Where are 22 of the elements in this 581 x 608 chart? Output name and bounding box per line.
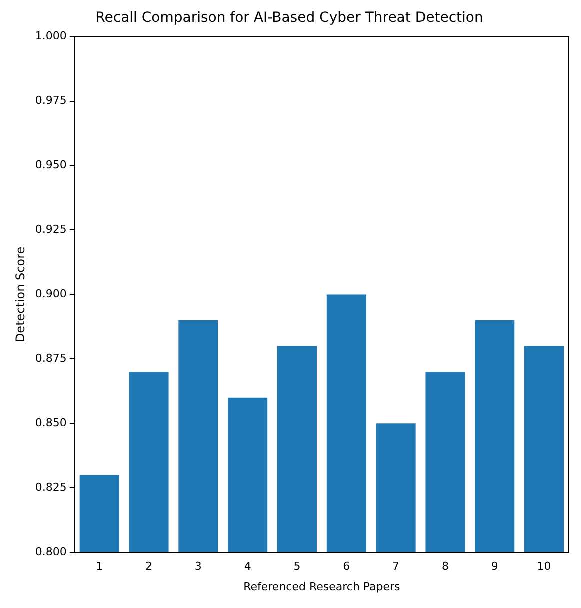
chart-title: Recall Comparison for AI-Based Cyber Threat Detection: [96, 10, 484, 26]
x-tick-label: 4: [244, 560, 252, 574]
x-tick-label: 7: [392, 560, 400, 574]
y-axis-title: Detection Score: [13, 246, 28, 343]
x-tick-label: 3: [194, 560, 202, 574]
y-tick-label: 0.850: [35, 416, 67, 430]
x-tick-label: 10: [537, 560, 552, 574]
y-tick-label: 0.825: [35, 480, 67, 494]
y-tick-label: 0.900: [35, 288, 67, 301]
x-axis-title: Referenced Research Papers: [244, 580, 401, 594]
y-tick-label: 1.000: [35, 30, 67, 43]
x-tick-label: 5: [294, 560, 301, 574]
y-tick-label: 0.950: [35, 158, 67, 172]
x-tick-label: 2: [146, 560, 153, 574]
x-tick-label: 9: [491, 560, 498, 574]
x-tick-label: 8: [442, 560, 449, 574]
y-tick-label: 0.925: [35, 223, 67, 236]
y-tick-label: 0.875: [35, 352, 67, 366]
x-tick-label: 6: [343, 560, 350, 574]
y-tick-label: 0.975: [35, 94, 67, 108]
x-tick-label: 1: [96, 560, 104, 574]
y-tick-label: 0.800: [35, 545, 67, 558]
